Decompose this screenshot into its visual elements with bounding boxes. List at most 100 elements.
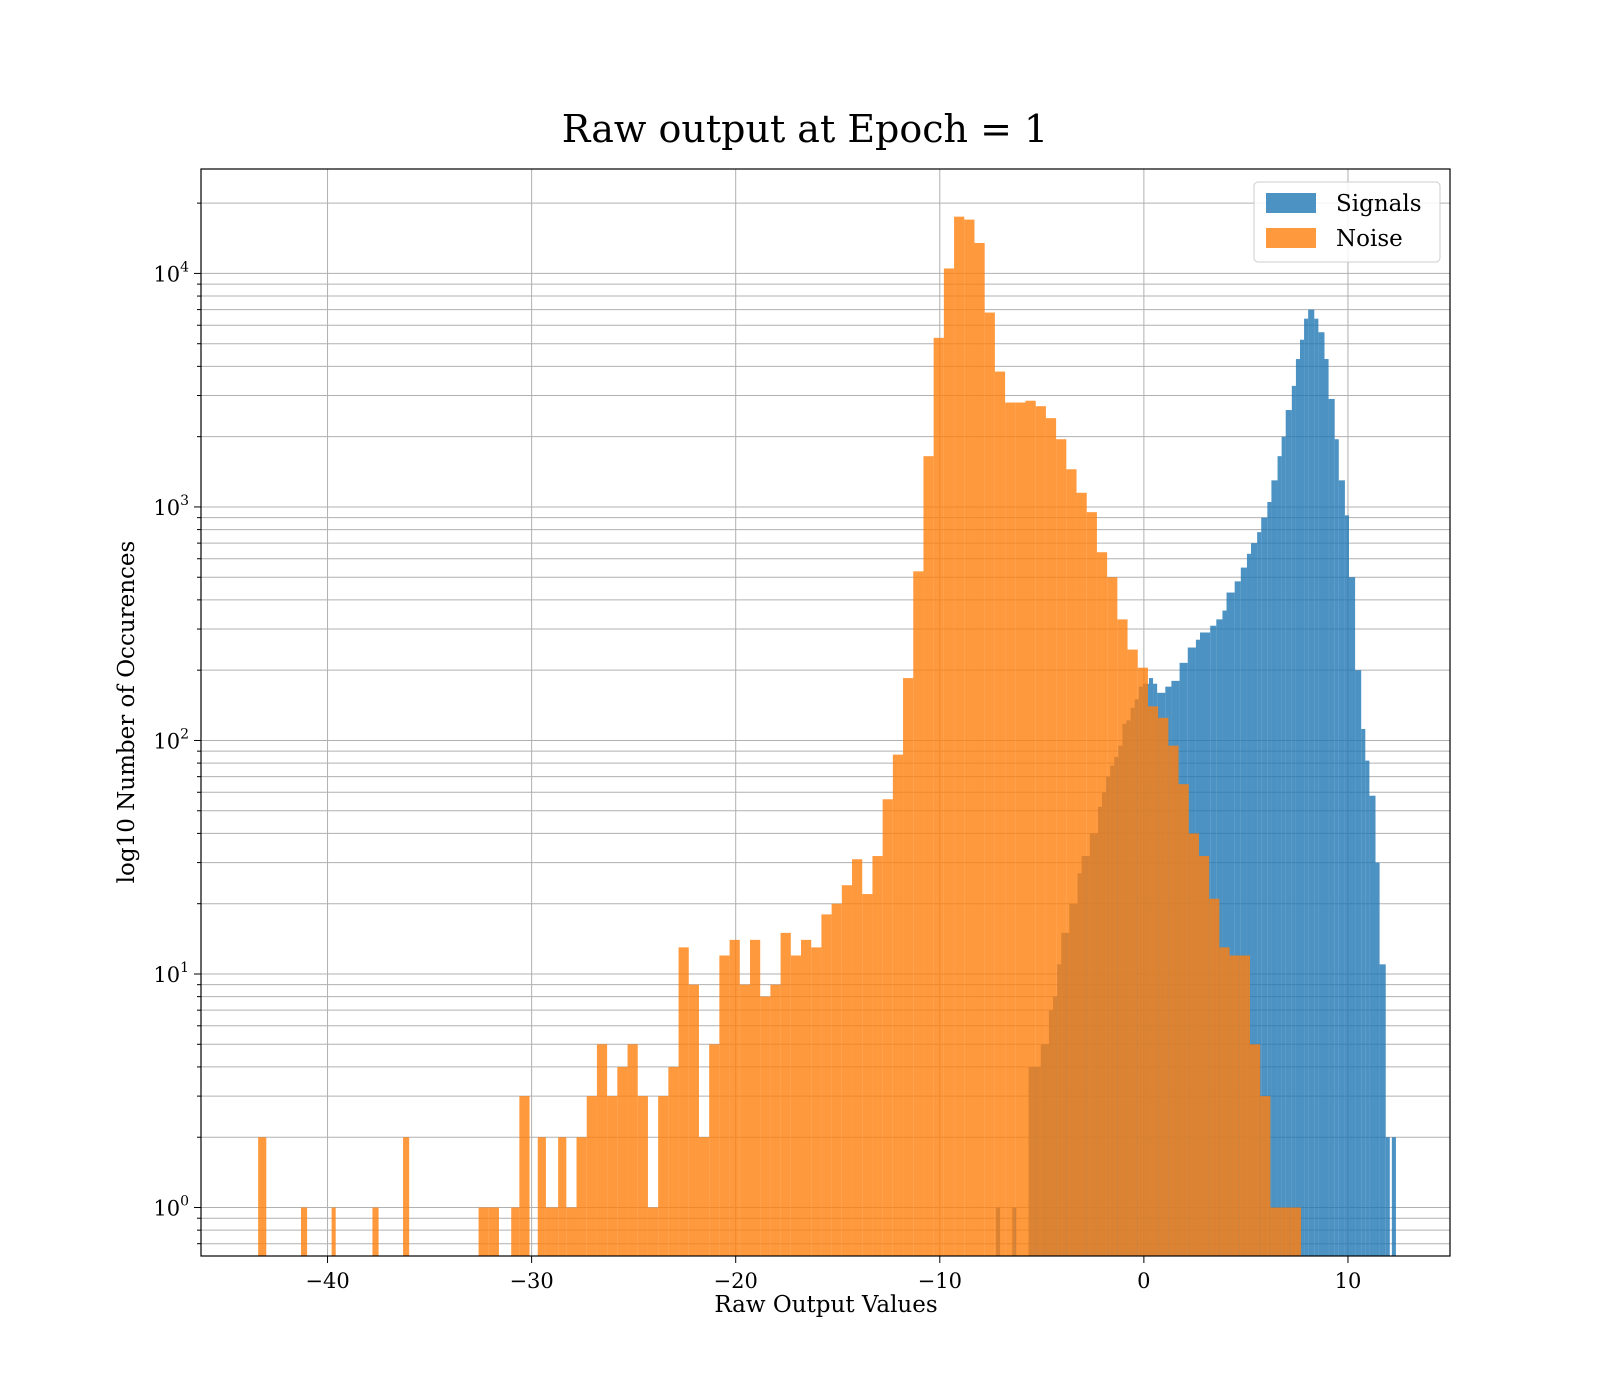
- histogram-bar: [688, 984, 699, 1256]
- histogram-bar: [903, 678, 914, 1256]
- histogram-bar: [790, 955, 802, 1256]
- histogram-bar: [984, 312, 995, 1256]
- histogram-bar: [862, 894, 873, 1256]
- histogram-bar: [566, 1207, 577, 1256]
- histogram-bar: [1348, 577, 1356, 1256]
- histogram-bar: [488, 1207, 499, 1256]
- histogram-bar: [1107, 577, 1118, 1256]
- y-axis-label: log10 Number of Occurences: [114, 541, 140, 884]
- histogram-bar: [331, 1207, 336, 1256]
- chart-title: Raw output at Epoch = 1: [562, 107, 1048, 151]
- histogram-bar: [1188, 833, 1199, 1256]
- legend-label-noise: Noise: [1336, 226, 1403, 252]
- histogram-bar: [1361, 728, 1366, 1256]
- histogram-bar: [1045, 418, 1057, 1256]
- histogram-bar: [1391, 1137, 1396, 1256]
- histogram-bar: [627, 1044, 638, 1256]
- histogram-bar: [1385, 1137, 1390, 1256]
- histogram-bar: [709, 1044, 720, 1256]
- histogram-bar: [545, 1207, 559, 1256]
- histogram-bar: [872, 856, 883, 1256]
- histogram-bar: [1168, 745, 1179, 1256]
- histogram-bar: [852, 859, 863, 1256]
- histogram-bar: [1216, 619, 1223, 1256]
- histogram-bar: [1291, 385, 1296, 1256]
- histogram-bar: [1260, 1096, 1271, 1256]
- histogram-bar: [596, 1044, 608, 1256]
- histogram-bar: [1338, 480, 1345, 1256]
- histogram-bar: [1178, 784, 1189, 1256]
- histogram-bar: [537, 1137, 546, 1256]
- histogram-bar: [1304, 318, 1309, 1256]
- histogram-bar: [519, 1096, 530, 1256]
- x-tick-label: −30: [509, 1269, 553, 1293]
- histogram-bar: [1285, 410, 1292, 1256]
- histogram-bar: [1035, 406, 1046, 1256]
- x-tick-label: −10: [918, 1269, 962, 1293]
- histogram-bar: [668, 1066, 679, 1256]
- histogram-bar: [678, 947, 689, 1256]
- y-tick-label: 102: [153, 726, 189, 753]
- histogram-bar: [1209, 898, 1220, 1256]
- histogram-bar: [1239, 955, 1250, 1256]
- histogram-bar: [637, 1096, 648, 1256]
- histogram-bar: [1086, 512, 1097, 1256]
- histogram-bar: [1158, 717, 1169, 1256]
- histogram-bar: [923, 456, 934, 1256]
- histogram-bar: [1198, 856, 1210, 1256]
- histogram-bar: [882, 799, 893, 1256]
- histogram-bar: [964, 219, 975, 1256]
- histogram-bar: [974, 242, 985, 1256]
- histogram-bar: [1270, 1207, 1281, 1256]
- histogram-bar: [372, 1207, 379, 1256]
- histogram-bar: [1299, 339, 1305, 1256]
- legend-label-signals: Signals: [1336, 191, 1422, 217]
- histogram-bar: [913, 571, 924, 1256]
- histogram-bar: [1229, 955, 1240, 1256]
- x-axis: −40 −30 −20 −10 0 10: [305, 1256, 1361, 1293]
- histogram-bar: [770, 984, 781, 1256]
- histogram-bar: [1251, 543, 1258, 1256]
- histogram-bar: [739, 984, 750, 1256]
- histogram-bar: [1295, 359, 1300, 1256]
- histogram-bar: [1066, 469, 1077, 1256]
- series-noise: [258, 216, 1302, 1256]
- x-axis-label: Raw Output Values: [714, 1292, 937, 1318]
- histogram-bar: [1375, 862, 1380, 1256]
- histogram-bar: [258, 1137, 267, 1256]
- histogram-bar: [607, 1096, 618, 1256]
- histogram-bar: [1314, 318, 1319, 1256]
- histogram-bar: [1365, 760, 1370, 1256]
- histogram-bar: [511, 1207, 520, 1256]
- histogram-bar: [1318, 332, 1325, 1256]
- histogram-bar: [1271, 480, 1278, 1256]
- histogram-bar: [1147, 706, 1159, 1256]
- histogram-bar: [1246, 553, 1252, 1256]
- x-tick-label: −40: [305, 1269, 349, 1293]
- histogram-bar: [1344, 515, 1349, 1256]
- histogram-bar: [1226, 592, 1235, 1256]
- histogram-bar: [1334, 439, 1339, 1256]
- histogram-bar: [1369, 795, 1376, 1256]
- histogram-bar: [1076, 492, 1087, 1256]
- histogram-bar: [1267, 501, 1272, 1256]
- legend-swatch-signals: [1266, 193, 1316, 213]
- x-tick-label: 10: [1335, 1269, 1362, 1293]
- legend: Signals Noise: [1253, 181, 1441, 263]
- histogram-bar: [1324, 359, 1329, 1256]
- histogram-bars: [258, 216, 1396, 1256]
- histogram-bar: [841, 885, 853, 1256]
- histogram-bar: [1261, 517, 1268, 1256]
- histogram-bar: [954, 216, 965, 1256]
- histogram-bar: [658, 1096, 669, 1256]
- histogram-bar: [821, 914, 832, 1256]
- histogram-bar: [1328, 398, 1335, 1256]
- x-tick-label: −20: [714, 1269, 758, 1293]
- histogram-bar: [1281, 436, 1286, 1256]
- histogram-bar: [1277, 456, 1282, 1256]
- histogram-bar: [1025, 400, 1036, 1256]
- histogram-bar: [478, 1207, 489, 1256]
- histogram-bar: [1308, 309, 1315, 1256]
- histogram-bar: [933, 337, 944, 1256]
